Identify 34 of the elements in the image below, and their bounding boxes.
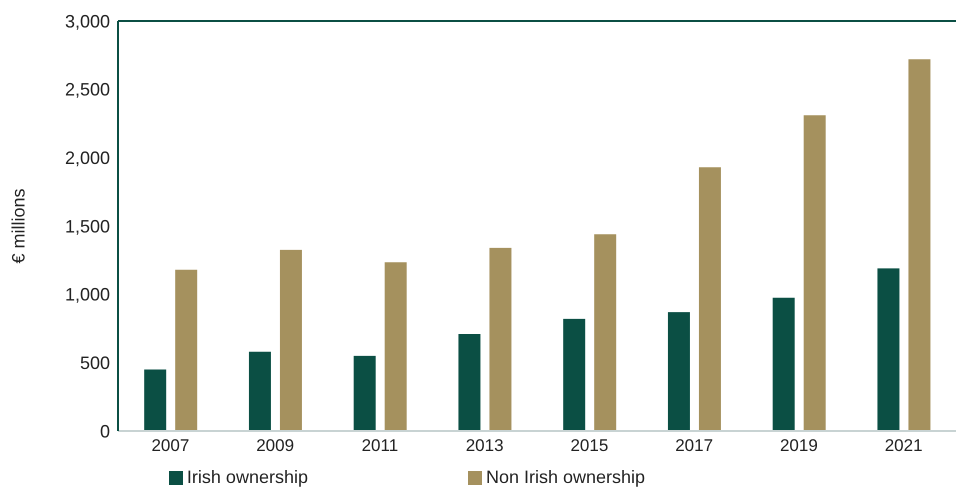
bar	[489, 248, 512, 431]
bar	[908, 59, 930, 431]
legend-label: Non Irish ownership	[486, 467, 646, 487]
y-tick-label: 1,500	[64, 216, 110, 236]
y-tick-label: 3,000	[64, 11, 110, 32]
x-tick-label: 2009	[256, 436, 294, 456]
y-tick-label: 2,500	[64, 80, 110, 100]
bar	[877, 268, 900, 431]
bar	[804, 115, 826, 431]
bar	[280, 250, 302, 431]
bar	[772, 298, 795, 431]
legend-label: Irish ownership	[186, 467, 308, 487]
bar	[354, 356, 376, 431]
bar	[384, 262, 407, 431]
x-tick-label: 2019	[780, 436, 818, 456]
bar	[668, 312, 690, 431]
y-tick-label: 500	[80, 353, 110, 374]
y-axis-title: € millions	[8, 188, 28, 264]
bar	[248, 352, 271, 431]
bar	[594, 234, 616, 431]
y-tick-label: 0	[100, 421, 110, 442]
bar	[144, 370, 166, 431]
bar	[563, 318, 586, 431]
x-tick-label: 2015	[570, 436, 608, 456]
y-tick-label: 1,000	[64, 284, 110, 305]
bar	[698, 167, 721, 431]
x-tick-label: 2013	[466, 436, 504, 456]
x-tick-label: 2007	[151, 436, 190, 456]
bar	[458, 334, 480, 431]
x-tick-label: 2011	[362, 436, 398, 456]
x-tick-label: 2017	[675, 436, 714, 456]
bar	[175, 270, 198, 431]
x-tick-label: 2021	[884, 436, 923, 456]
y-tick-label: 2,000	[64, 148, 110, 168]
